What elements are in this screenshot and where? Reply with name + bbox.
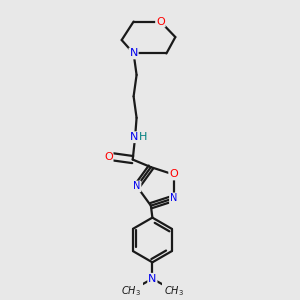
Text: O: O bbox=[169, 169, 178, 179]
Text: N: N bbox=[129, 49, 138, 58]
Text: N: N bbox=[148, 274, 157, 284]
Text: O: O bbox=[156, 16, 165, 27]
Text: $CH_3$: $CH_3$ bbox=[121, 284, 141, 298]
Text: H: H bbox=[139, 132, 148, 142]
Text: $CH_3$: $CH_3$ bbox=[164, 284, 184, 298]
Text: N: N bbox=[170, 193, 177, 203]
Text: N: N bbox=[129, 132, 138, 142]
Text: O: O bbox=[104, 152, 112, 162]
Text: N: N bbox=[133, 182, 141, 191]
